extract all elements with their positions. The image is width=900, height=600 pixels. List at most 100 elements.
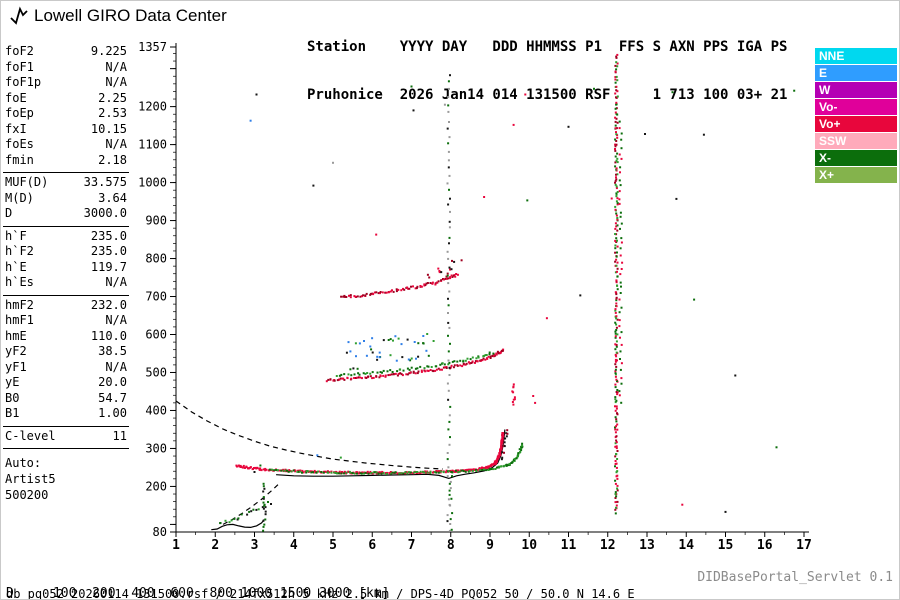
parameter-label: C-level <box>5 428 56 443</box>
parameter-value: N/A <box>105 275 127 289</box>
parameter-group: C-level 11 <box>3 425 129 449</box>
giro-logo: Lowell GIRO Data Center <box>9 6 227 26</box>
x-axis-label: 16 <box>757 538 773 553</box>
parameter-row-he: h`E 119.7 <box>5 260 127 276</box>
y-axis-label: 900 <box>145 214 167 228</box>
parameter-value: N/A <box>105 137 127 151</box>
x-axis-label: 10 <box>521 538 537 553</box>
parameter-value: 2.53 <box>98 106 127 120</box>
station-header-values: Pruhonice 2026 Jan14 014 131500 RSF 1 71… <box>307 87 788 103</box>
interference-line <box>446 74 452 532</box>
interference-line <box>614 53 619 515</box>
x-axis-label: 1 <box>172 538 180 553</box>
parameter-value: 38.5 <box>98 344 127 358</box>
parameter-panel: foF2 9.225 foF1 N/A foF1p N/A foE 2.25 foEp 2.53 f… <box>3 42 129 503</box>
d-muf-table: D 100 200 400 600 800 1000 1500 3000 [km… <box>6 556 397 600</box>
legend-item-ssw: SSW <box>815 133 897 149</box>
interference-line <box>262 482 267 532</box>
parameter-group: h`F 235.0 h`F2 235.0 h`E 119.7 h`Es N/A <box>3 225 129 295</box>
echo-series-F-trace-O <box>235 432 505 475</box>
parameter-value: N/A <box>105 313 127 327</box>
parameter-value: N/A <box>105 59 127 74</box>
x-axis-label: 15 <box>718 538 734 553</box>
parameter-label: h`E <box>5 259 27 274</box>
station-header: Station YYYY DAY DDD HHMMSS P1 FFS S AXN… <box>307 7 787 135</box>
parameter-row-hme: hmE 110.0 <box>5 329 127 345</box>
interference-line <box>448 475 454 531</box>
parameter-label: B1 <box>5 406 20 420</box>
echo-series-hop2-O <box>325 348 505 383</box>
parameter-label: h`F <box>5 228 27 243</box>
parameter-row-ye: yE 20.0 <box>5 375 127 391</box>
parameter-row-md: M(D) 3.64 <box>5 191 127 207</box>
parameter-row-fmin: fmin 2.18 <box>5 153 127 169</box>
parameter-label: fmin <box>5 152 34 167</box>
echo-series-hop3-O <box>340 273 459 299</box>
interference-line <box>618 120 624 404</box>
parameter-label: hmF2 <box>5 297 34 312</box>
y-axis-label: 400 <box>145 403 167 417</box>
parameter-label: yF2 <box>5 344 27 358</box>
y-axis-label: 80 <box>153 525 167 539</box>
parameter-value: 2.25 <box>98 90 127 105</box>
parameter-value: 3000.0 <box>83 206 127 220</box>
x-axis-label: 14 <box>678 538 694 553</box>
parameter-row-foep: foEp 2.53 <box>5 106 127 122</box>
curve-E-profile <box>211 519 265 531</box>
interference-line <box>511 383 516 406</box>
parameter-value: 10.15 <box>90 121 127 136</box>
echo-series-hop2-X <box>335 351 495 377</box>
curve-valley-dashed <box>222 484 279 525</box>
parameter-value: 33.575 <box>83 175 127 189</box>
legend-item-xminus: X- <box>815 150 897 166</box>
x-axis-label: 9 <box>486 538 494 553</box>
parameter-row-yf1: yF1 N/A <box>5 360 127 376</box>
y-axis-label: 1200 <box>138 100 167 114</box>
parameter-label: foEp <box>5 106 34 120</box>
profile-curves <box>175 400 506 531</box>
parameter-value: 54.7 <box>98 390 127 405</box>
parameter-group: hmF2 232.0 hmF1 N/A hmE 110.0 yF2 38.5 yF1 N/A yE 2… <box>3 294 129 426</box>
d-row: D 100 200 400 600 800 1000 1500 3000 [km… <box>6 586 390 600</box>
parameter-row-hf: h`F 235.0 <box>5 229 127 245</box>
parameter-row-hmf2: hmF2 232.0 <box>5 298 127 314</box>
parameter-label: foF1p <box>5 75 42 89</box>
parameter-label: fxI <box>5 121 27 136</box>
parameter-value: N/A <box>105 359 127 374</box>
echo-series-hop2-oblique-cloud <box>345 333 435 371</box>
parameter-value: 3.64 <box>98 190 127 205</box>
parameter-value: N/A <box>105 75 127 89</box>
parameter-row-mufd: MUF(D) 33.575 <box>5 175 127 191</box>
parameter-label: M(D) <box>5 190 34 205</box>
x-axis-label: 4 <box>290 538 298 553</box>
parameter-label: foF2 <box>5 44 34 58</box>
x-axis-label: 7 <box>408 538 416 553</box>
autoscaling-line: Artist5 <box>5 472 56 486</box>
sporadic-noise-points <box>249 85 796 513</box>
parameter-label: foEs <box>5 137 34 151</box>
x-axis-label: 8 <box>447 538 455 553</box>
parameter-row-hf2: h`F2 235.0 <box>5 244 127 260</box>
parameter-label: hmF1 <box>5 313 34 327</box>
parameter-row-fof1p: foF1p N/A <box>5 75 127 91</box>
logo-text: Lowell GIRO Data Center <box>34 6 227 25</box>
y-axis-label: 800 <box>145 252 167 266</box>
parameter-row-b0: B0 54.7 <box>5 391 127 407</box>
parameter-label: D <box>5 206 13 220</box>
parameter-label: hmE <box>5 328 27 343</box>
parameter-row-hes: h`Es N/A <box>5 275 127 291</box>
y-axis-label: 600 <box>145 328 167 342</box>
x-axis-label: 3 <box>251 538 259 553</box>
parameter-label: foF1 <box>5 59 34 74</box>
x-axis-label: 17 <box>796 538 812 553</box>
parameter-row-clevel: C-level 11 <box>5 429 127 445</box>
parameter-row-hmf1: hmF1 N/A <box>5 313 127 329</box>
autoscaling-line: Auto: <box>5 456 42 470</box>
station-header-columns: Station YYYY DAY DDD HHMMSS P1 FFS S AXN… <box>307 39 788 55</box>
y-axis-label: 1100 <box>138 138 167 152</box>
echo-series-hop3-spread <box>423 259 463 286</box>
parameter-row-foe: foE 2.25 <box>5 91 127 107</box>
y-axis-label: 700 <box>145 290 167 304</box>
parameter-value: 9.225 <box>90 44 127 58</box>
